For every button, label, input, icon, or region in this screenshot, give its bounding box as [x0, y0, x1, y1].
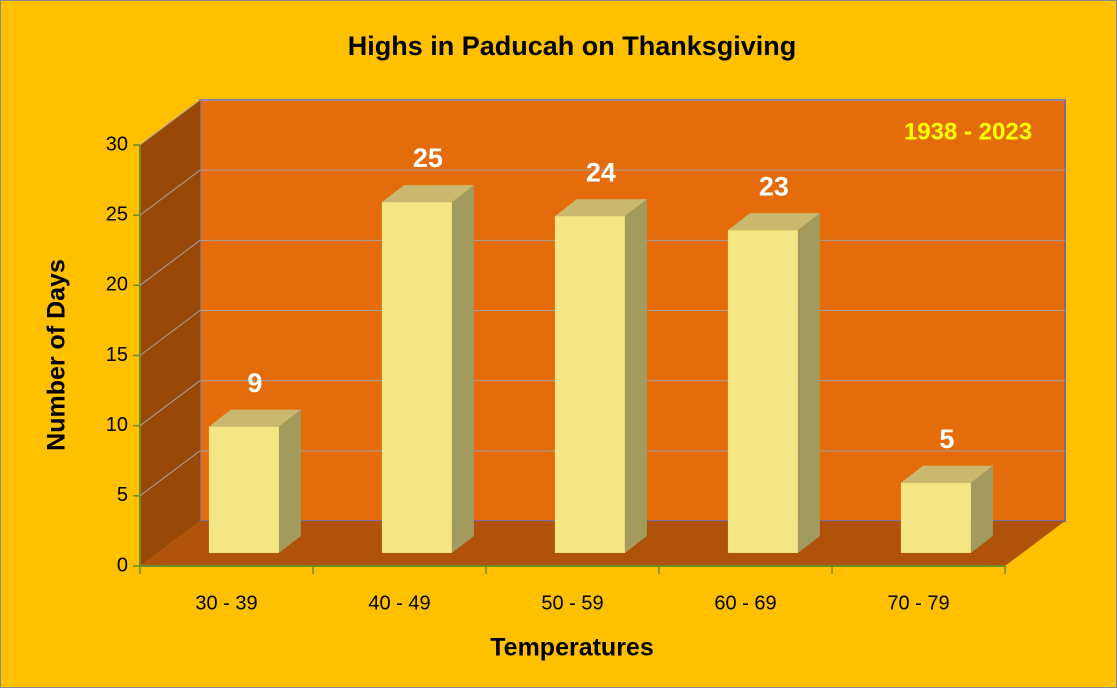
bar-side [278, 409, 301, 553]
grid-line [139, 239, 201, 286]
x-tick-label: 40 - 49 [368, 592, 430, 614]
value-label: 9 [247, 368, 262, 398]
value-label: 24 [586, 157, 616, 187]
x-tick-label: 60 - 69 [714, 592, 776, 614]
bar [554, 216, 625, 553]
bar-side [797, 213, 820, 553]
annotation: 1938 - 2023 [904, 118, 1032, 145]
value-label: 25 [413, 143, 443, 173]
x-tick-label: 30 - 39 [195, 592, 257, 614]
bar-top [381, 185, 474, 203]
bar [208, 426, 279, 553]
grid-line [139, 450, 201, 497]
bar-top [554, 199, 647, 217]
bar-side [451, 185, 474, 553]
y-tick-label: 0 [117, 554, 128, 576]
y-tick-label: 10 [106, 414, 128, 436]
x-axis-title: Temperatures [490, 634, 654, 662]
value-label: 23 [759, 171, 789, 201]
x-tick-label: 50 - 59 [541, 592, 603, 614]
bar [727, 230, 798, 553]
grid-line [139, 99, 201, 146]
x-tick-label: 70 - 79 [887, 592, 949, 614]
bar-top [727, 213, 820, 231]
bar-top [208, 409, 301, 427]
grid-line [139, 169, 201, 216]
y-tick-label: 20 [106, 274, 128, 296]
y-tick-label: 5 [117, 484, 128, 506]
y-tick-label: 15 [106, 344, 128, 366]
bar-side [624, 199, 647, 553]
grid-line [139, 310, 201, 356]
bar-side [970, 465, 993, 553]
y-tick-label: 30 [106, 133, 128, 155]
bar-top [900, 465, 993, 483]
grid-line [139, 380, 201, 427]
y-axis-title: Number of Days [43, 259, 71, 451]
y-tick-label: 25 [106, 203, 128, 225]
value-label: 5 [939, 424, 954, 454]
bar [900, 482, 971, 553]
chart-title: Highs in Paducah on Thanksgiving [348, 31, 797, 61]
bar [381, 202, 452, 553]
